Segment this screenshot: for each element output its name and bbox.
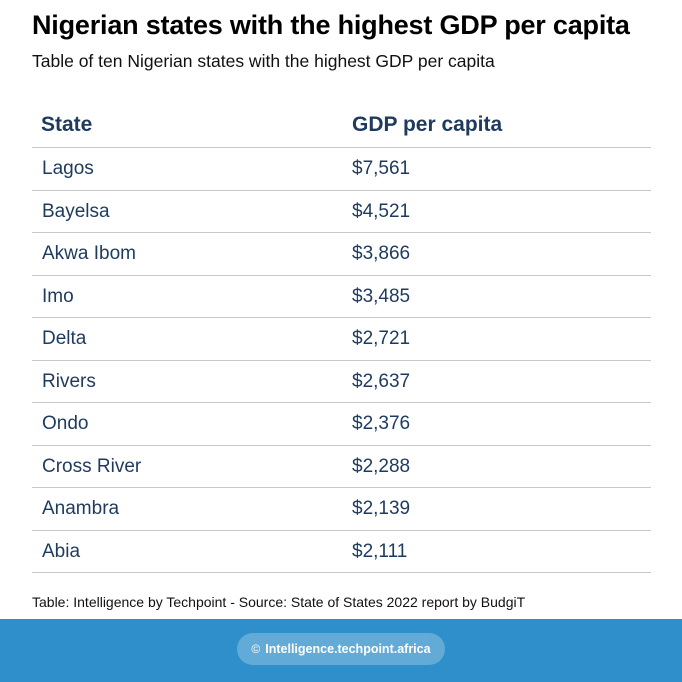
state-cell: Bayelsa <box>42 200 110 222</box>
gdp-cell: $3,485 <box>352 285 411 307</box>
table-row: Delta $2,721 <box>32 318 651 361</box>
page-subtitle: Table of ten Nigerian states with the hi… <box>32 51 495 71</box>
gdp-cell: $2,288 <box>352 455 411 477</box>
gdp-cell: $7,561 <box>352 158 411 179</box>
table-row: Akwa Ibom $3,866 <box>32 233 651 276</box>
gdp-cell: $4,521 <box>352 200 411 222</box>
gdp-cell: $3,866 <box>352 243 411 264</box>
state-cell: Akwa Ibom <box>42 243 136 264</box>
copyright-icon: © <box>251 642 261 656</box>
website-link[interactable]: © Intelligence.techpoint.africa <box>237 633 445 665</box>
column-header-state: State <box>41 113 93 136</box>
state-cell: Anambra <box>42 498 120 519</box>
state-cell: Rivers <box>42 370 96 392</box>
data-table: State GDP per capita Lagos $7,561 Bayelsa $… <box>32 105 651 573</box>
table-row: Bayelsa $4,521 <box>32 191 651 233</box>
source-note: Table: Intelligence by Techpoint - Sourc… <box>32 594 526 610</box>
table-row: Ondo $2,376 <box>32 403 651 446</box>
gdp-cell: $2,111 <box>352 540 408 562</box>
state-cell: Ondo <box>42 413 89 434</box>
website-link-text: Intelligence.techpoint.africa <box>265 642 431 656</box>
gdp-cell: $2,376 <box>352 413 411 434</box>
gdp-cell: $2,721 <box>352 328 411 349</box>
column-header-gdp: GDP per capita <box>352 113 503 136</box>
table-row: Imo $3,485 <box>32 276 651 318</box>
state-cell: Imo <box>42 285 74 307</box>
table-row: Rivers $2,637 <box>32 361 651 403</box>
table-row: Abia $2,111 <box>32 531 651 573</box>
table-row: Lagos $7,561 <box>32 148 651 191</box>
page-title: Nigerian states with the highest GDP per… <box>32 10 630 40</box>
state-cell: Delta <box>42 328 87 349</box>
state-cell: Cross River <box>42 455 142 477</box>
gdp-cell: $2,139 <box>352 498 411 519</box>
table-body: Lagos $7,561 Bayelsa $4,521 Akwa Ibom $3,866 I… <box>32 148 651 573</box>
footer-bar: © Intelligence.techpoint.africa <box>0 619 682 682</box>
table-header-row: State GDP per capita <box>32 105 651 148</box>
state-cell: Abia <box>42 540 81 562</box>
table-row: Cross River $2,288 <box>32 446 651 488</box>
state-cell: Lagos <box>42 158 94 179</box>
gdp-cell: $2,637 <box>352 370 411 392</box>
table-row: Anambra $2,139 <box>32 488 651 531</box>
